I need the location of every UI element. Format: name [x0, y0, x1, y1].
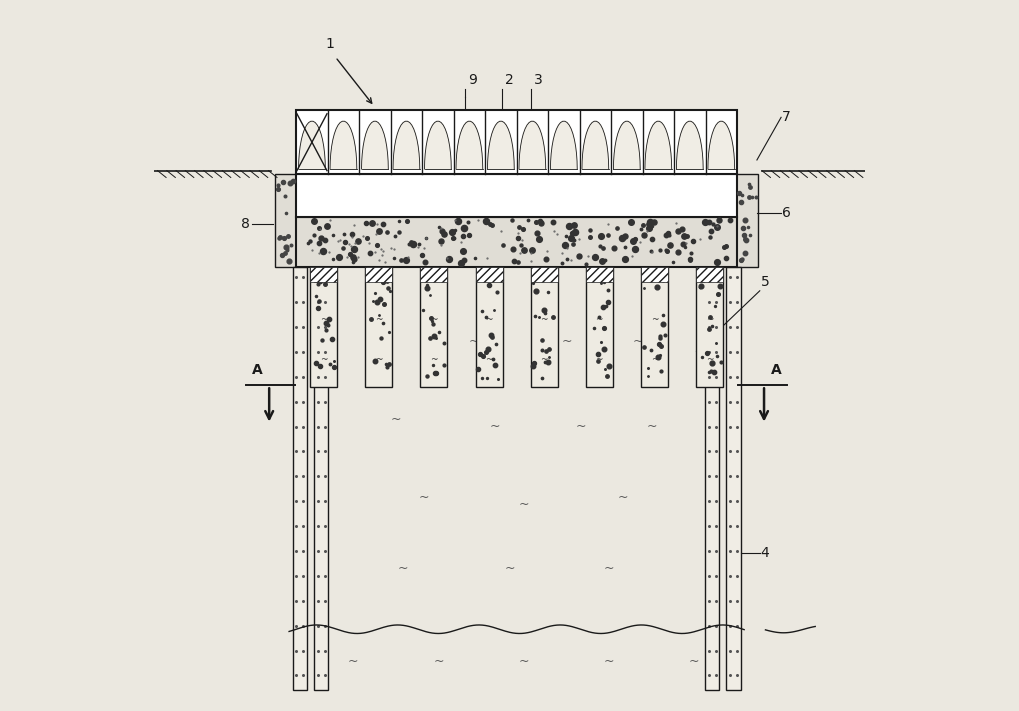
- Text: ~: ~: [375, 316, 382, 324]
- Text: A: A: [770, 363, 782, 377]
- Text: 3: 3: [534, 73, 542, 87]
- Text: 6: 6: [782, 206, 791, 220]
- Text: ~: ~: [504, 562, 515, 575]
- Polygon shape: [645, 122, 672, 169]
- Text: ~: ~: [347, 655, 359, 668]
- Bar: [705, 267, 719, 690]
- Polygon shape: [582, 122, 608, 169]
- Polygon shape: [487, 122, 515, 169]
- Bar: [476, 267, 502, 387]
- Text: ~: ~: [706, 355, 713, 363]
- Bar: [421, 267, 447, 387]
- Bar: [366, 267, 392, 387]
- Bar: [641, 267, 667, 282]
- Text: ~: ~: [540, 355, 548, 363]
- Bar: [641, 267, 667, 387]
- Text: ~: ~: [604, 655, 614, 668]
- Text: ~: ~: [485, 355, 493, 363]
- Text: ~: ~: [469, 335, 479, 348]
- Text: ~: ~: [540, 316, 548, 324]
- Polygon shape: [330, 122, 357, 169]
- Bar: [531, 267, 557, 282]
- Bar: [696, 267, 722, 282]
- Text: ~: ~: [490, 420, 500, 433]
- Text: 2: 2: [505, 73, 514, 87]
- Bar: [292, 267, 307, 690]
- Text: 7: 7: [782, 110, 791, 124]
- Polygon shape: [299, 122, 325, 169]
- Bar: [586, 267, 612, 282]
- Text: ~: ~: [430, 355, 438, 363]
- Bar: [314, 267, 328, 690]
- Text: 1: 1: [325, 37, 334, 51]
- Bar: [297, 217, 737, 267]
- Text: ~: ~: [650, 355, 658, 363]
- Polygon shape: [613, 122, 640, 169]
- Bar: [421, 267, 447, 282]
- Text: 5: 5: [760, 275, 769, 289]
- Bar: [531, 267, 557, 387]
- Text: ~: ~: [519, 655, 529, 668]
- Text: 9: 9: [469, 73, 477, 87]
- Polygon shape: [393, 122, 420, 169]
- Bar: [275, 174, 298, 267]
- Bar: [297, 174, 737, 217]
- Bar: [586, 267, 612, 387]
- Text: ~: ~: [430, 316, 438, 324]
- Polygon shape: [550, 122, 577, 169]
- Polygon shape: [362, 122, 388, 169]
- Text: ~: ~: [390, 413, 401, 426]
- Text: ~: ~: [646, 420, 657, 433]
- Text: ~: ~: [485, 316, 493, 324]
- Text: ~: ~: [595, 316, 603, 324]
- Text: ~: ~: [595, 355, 603, 363]
- Text: ~: ~: [375, 355, 382, 363]
- Text: ~: ~: [604, 562, 614, 575]
- Bar: [297, 110, 737, 174]
- Bar: [696, 267, 722, 387]
- Bar: [476, 267, 502, 282]
- Bar: [310, 267, 337, 282]
- Text: 8: 8: [242, 217, 250, 231]
- Polygon shape: [677, 122, 703, 169]
- Polygon shape: [455, 122, 483, 169]
- Polygon shape: [708, 122, 735, 169]
- Text: ~: ~: [320, 355, 327, 363]
- Polygon shape: [425, 122, 451, 169]
- Bar: [310, 267, 337, 387]
- Text: ~: ~: [561, 335, 572, 348]
- Text: ~: ~: [397, 562, 408, 575]
- Text: ~: ~: [576, 420, 586, 433]
- Text: 4: 4: [760, 546, 769, 560]
- Bar: [727, 267, 741, 690]
- Polygon shape: [519, 122, 546, 169]
- Text: ~: ~: [519, 498, 529, 511]
- Text: ~: ~: [376, 335, 387, 348]
- Text: ~: ~: [632, 335, 643, 348]
- Text: ~: ~: [650, 316, 658, 324]
- Text: ~: ~: [419, 491, 429, 504]
- Text: ~: ~: [433, 655, 443, 668]
- Text: ~: ~: [689, 655, 700, 668]
- Text: ~: ~: [706, 316, 713, 324]
- Text: ~: ~: [320, 316, 327, 324]
- Bar: [736, 174, 758, 267]
- Text: ~: ~: [618, 491, 629, 504]
- Bar: [366, 267, 392, 282]
- Text: A: A: [252, 363, 263, 377]
